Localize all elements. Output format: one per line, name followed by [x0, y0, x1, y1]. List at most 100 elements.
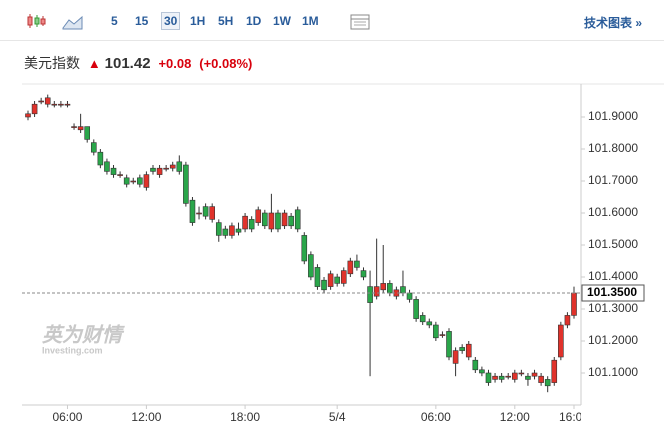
candle-body — [58, 103, 64, 106]
candle-body — [334, 276, 340, 284]
candle-body — [321, 279, 327, 291]
candle-body — [51, 103, 58, 106]
candle-body — [327, 273, 334, 287]
y-tick-label: 101.3000 — [588, 301, 638, 315]
interval-selected[interactable]: 30 — [161, 12, 181, 30]
candle-body — [472, 359, 479, 371]
candle-body — [400, 286, 406, 294]
candle-body — [229, 225, 235, 236]
watermark-site: Investing.com — [42, 345, 103, 355]
candle-body — [176, 161, 183, 172]
candle-body — [163, 167, 169, 170]
x-tick-label: 5/4 — [329, 410, 346, 424]
watermark-brand: 英为财情 — [42, 323, 125, 346]
plot-area: 06:00 12:00 18:00 5/4 06:00 12:00 16:00 — [25, 94, 589, 424]
tech-chart-link[interactable]: 技术图表 » — [584, 16, 643, 30]
candle-body — [498, 375, 505, 380]
candle-body — [354, 260, 360, 268]
candle-body — [505, 375, 512, 378]
candle-body — [373, 286, 380, 297]
x-tick-label: 16:00 — [559, 410, 589, 424]
candle-body — [558, 324, 564, 358]
candle-icon[interactable] — [26, 13, 46, 29]
candle-body — [71, 126, 77, 128]
line-icon[interactable] — [62, 14, 84, 30]
candle-body — [479, 369, 485, 374]
candle-body — [110, 167, 117, 175]
candle-body — [531, 372, 538, 377]
interval[interactable]: 1W — [273, 14, 291, 28]
candle-body — [518, 372, 525, 375]
candle-body — [262, 212, 268, 227]
up-arrow: ▲ — [87, 56, 101, 71]
candle-body — [360, 270, 367, 278]
candle-body — [288, 215, 294, 227]
candle-body — [143, 174, 150, 188]
candle-body — [452, 350, 459, 364]
candle-body — [419, 315, 426, 323]
candle-body — [525, 375, 531, 380]
candle-body — [367, 286, 373, 303]
candle-body — [183, 164, 189, 204]
y-tick-label: 101.1000 — [588, 365, 638, 379]
candle-body — [235, 228, 242, 233]
last-price-label: 101.3500 — [587, 285, 637, 299]
candle-body — [439, 334, 446, 336]
candle-body — [215, 222, 222, 236]
y-tick-label: 101.6000 — [588, 205, 638, 219]
candle-body — [104, 161, 110, 172]
y-tick-label: 101.9000 — [588, 109, 638, 123]
candle-body — [340, 270, 347, 284]
candle-body — [44, 97, 51, 105]
last-price-box — [581, 284, 645, 302]
candle-body — [25, 113, 31, 118]
candle-body — [209, 206, 215, 220]
candle-body — [248, 219, 255, 230]
candle-body — [314, 267, 321, 287]
candle-body — [433, 324, 439, 339]
candle-body — [196, 212, 202, 215]
interval[interactable]: 1D — [246, 14, 262, 28]
interval[interactable]: 15 — [135, 14, 149, 28]
candle-body — [169, 164, 176, 169]
y-tick-label: 101.5000 — [588, 237, 638, 251]
candle-body — [31, 103, 38, 115]
instrument-name: 美元指数 — [24, 55, 80, 71]
table-icon[interactable] — [350, 14, 370, 30]
candle-body — [446, 331, 452, 358]
toolbar: 5 15 30 1H 5H 1D 1W 1M 技术图表 » — [0, 0, 664, 41]
interval[interactable]: 5 — [111, 14, 118, 28]
candle-body — [544, 379, 551, 387]
candle-body — [97, 151, 104, 166]
interval[interactable]: 1M — [302, 14, 319, 28]
candle-body — [413, 299, 419, 319]
interval[interactable]: 1H — [190, 14, 206, 28]
candle-body — [255, 209, 262, 223]
candle-body — [150, 167, 156, 172]
candle-body — [130, 180, 137, 183]
candle-body — [64, 103, 71, 106]
candle-body — [301, 235, 308, 262]
candle-body — [380, 283, 387, 291]
candle-body — [275, 212, 281, 230]
candle-body — [137, 177, 143, 185]
candle-body — [459, 347, 465, 351]
candle-body — [90, 142, 97, 153]
candle-body — [538, 375, 544, 383]
candle-body — [294, 209, 301, 230]
candle-body — [308, 254, 314, 278]
candle-body — [156, 167, 163, 175]
interval[interactable]: 5H — [218, 14, 234, 28]
quote-header: 美元指数 ▲ 101.42 +0.08 (+0.08%) — [24, 53, 252, 73]
change-pct: (+0.08%) — [199, 56, 253, 71]
change: +0.08 — [158, 56, 192, 71]
x-tick-label: 12:00 — [131, 410, 161, 424]
candle-body — [222, 228, 229, 236]
candle-body — [123, 177, 130, 185]
candle-body — [387, 283, 393, 294]
candle-body — [571, 292, 577, 316]
x-tick-label: 12:00 — [500, 410, 530, 424]
x-tick-label: 06:00 — [421, 410, 451, 424]
